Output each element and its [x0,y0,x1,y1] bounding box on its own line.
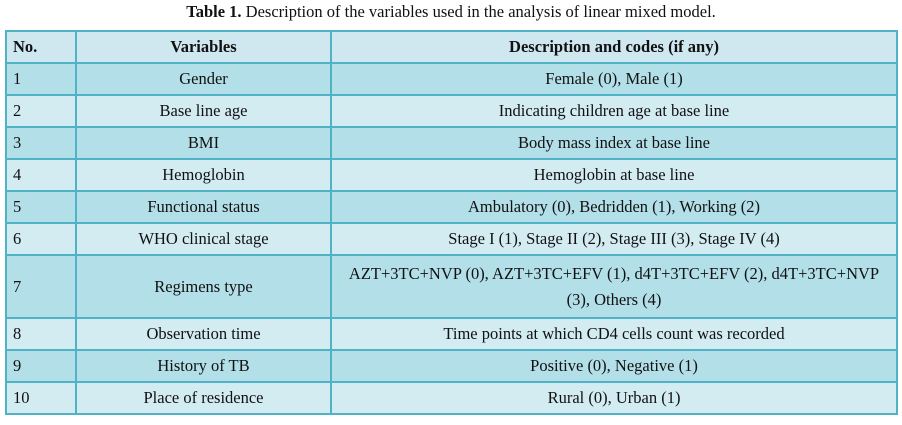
table-row: 6 WHO clinical stage Stage I (1), Stage … [5,222,898,256]
cell-variable: Gender [75,62,332,96]
cell-variable: Regimens type [75,254,332,319]
cell-variable: Base line age [75,94,332,128]
table-row: 5 Functional status Ambulatory (0), Bedr… [5,190,898,224]
cell-variable: Functional status [75,190,332,224]
variables-table: No. Variables Description and codes (if … [5,30,898,415]
cell-no: 10 [5,381,77,415]
cell-no: 3 [5,126,77,160]
caption-label: Table 1. [186,2,242,21]
cell-description: Stage I (1), Stage II (2), Stage III (3)… [330,222,898,256]
caption-text: Description of the variables used in the… [241,2,716,21]
cell-no: 9 [5,349,77,383]
table-row: 8 Observation time Time points at which … [5,317,898,351]
cell-no: 8 [5,317,77,351]
cell-description: Indicating children age at base line [330,94,898,128]
cell-description: Ambulatory (0), Bedridden (1), Working (… [330,190,898,224]
cell-no: 2 [5,94,77,128]
table-caption: Table 1. Description of the variables us… [0,2,902,22]
table-row: 9 History of TB Positive (0), Negative (… [5,349,898,383]
cell-no: 7 [5,254,77,319]
header-no: No. [5,30,77,64]
cell-description: Body mass index at base line [330,126,898,160]
cell-description: AZT+3TC+NVP (0), AZT+3TC+EFV (1), d4T+3T… [330,254,898,319]
header-description: Description and codes (if any) [330,30,898,64]
cell-variable: Place of residence [75,381,332,415]
cell-no: 5 [5,190,77,224]
cell-description: Positive (0), Negative (1) [330,349,898,383]
cell-no: 6 [5,222,77,256]
cell-variable: BMI [75,126,332,160]
table-row: 1 Gender Female (0), Male (1) [5,62,898,96]
header-variables: Variables [75,30,332,64]
cell-description: Hemoglobin at base line [330,158,898,192]
cell-variable: WHO clinical stage [75,222,332,256]
table-row: 4 Hemoglobin Hemoglobin at base line [5,158,898,192]
table-row: 3 BMI Body mass index at base line [5,126,898,160]
cell-description: Female (0), Male (1) [330,62,898,96]
cell-description: Rural (0), Urban (1) [330,381,898,415]
cell-variable: Observation time [75,317,332,351]
cell-no: 1 [5,62,77,96]
cell-variable: Hemoglobin [75,158,332,192]
table-header-row: No. Variables Description and codes (if … [5,30,898,64]
table-row: 7 Regimens type AZT+3TC+NVP (0), AZT+3TC… [5,254,898,319]
cell-no: 4 [5,158,77,192]
table-row: 10 Place of residence Rural (0), Urban (… [5,381,898,415]
cell-description: Time points at which CD4 cells count was… [330,317,898,351]
cell-variable: History of TB [75,349,332,383]
table-row: 2 Base line age Indicating children age … [5,94,898,128]
